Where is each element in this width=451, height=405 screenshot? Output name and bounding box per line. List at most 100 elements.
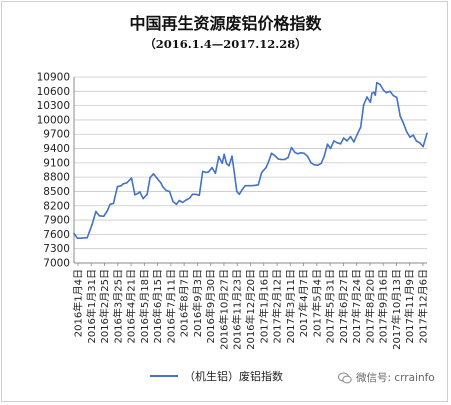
y-tick-label: 9400 xyxy=(43,143,70,155)
data-point xyxy=(320,162,323,165)
data-point xyxy=(251,184,253,187)
data-point xyxy=(270,152,273,155)
data-point xyxy=(274,154,276,157)
data-point xyxy=(116,185,119,188)
x-tick-label: 2017年4月7日 xyxy=(297,269,310,337)
x-tick-label: 2016年1月4日 xyxy=(72,269,85,337)
y-tick-label: 10600 xyxy=(37,86,70,98)
data-point xyxy=(376,81,378,84)
data-point xyxy=(86,236,88,239)
chart-legend: （机生铝）废铝指数 xyxy=(150,368,283,384)
x-tick-label: 2016年3月25日 xyxy=(111,269,124,344)
data-point xyxy=(409,136,411,138)
data-point xyxy=(392,94,395,97)
data-point xyxy=(342,137,345,139)
data-point xyxy=(168,190,171,193)
data-point xyxy=(396,96,398,99)
data-point xyxy=(149,176,151,179)
data-point xyxy=(346,140,348,142)
data-point xyxy=(317,164,319,166)
data-point xyxy=(161,185,164,188)
data-point xyxy=(336,142,339,144)
x-tick-label: 2017年7月24日 xyxy=(350,269,363,344)
data-point xyxy=(223,153,225,156)
data-point xyxy=(362,104,365,106)
data-point xyxy=(333,140,335,142)
data-point xyxy=(254,184,257,187)
x-tick-label: 2017年3月11日 xyxy=(284,269,297,344)
x-tick-label: 2017年11月9日 xyxy=(403,269,416,344)
data-point xyxy=(201,170,204,173)
data-point xyxy=(106,210,108,212)
data-point xyxy=(221,162,223,165)
x-tick-label: 2017年2月12日 xyxy=(271,269,284,344)
x-tick-label: 2016年2月25日 xyxy=(98,269,111,344)
x-tick-label: 2016年9月30日 xyxy=(204,269,217,344)
data-point xyxy=(233,172,236,175)
data-point xyxy=(156,177,158,179)
data-point xyxy=(73,232,75,235)
data-point xyxy=(303,152,305,155)
data-point xyxy=(228,164,230,167)
data-point xyxy=(236,190,238,193)
data-point xyxy=(265,166,267,169)
data-point xyxy=(389,90,391,93)
data-point xyxy=(76,237,79,239)
data-point xyxy=(218,155,220,158)
data-point xyxy=(134,194,136,196)
watermark-text: 微信号: crrainfo xyxy=(356,372,435,384)
data-point xyxy=(191,193,194,196)
legend-label: （机生铝）废铝指数 xyxy=(184,370,283,383)
x-tick-label: 2016年4月21日 xyxy=(125,269,138,344)
data-point xyxy=(125,182,128,184)
x-tick-label: 2017年12月6日 xyxy=(417,269,430,344)
data-point xyxy=(102,215,105,218)
x-tick-label: 2017年6月27日 xyxy=(337,269,350,344)
data-point xyxy=(120,184,123,187)
data-point xyxy=(297,153,299,155)
y-tick-label: 7900 xyxy=(43,215,70,227)
x-tick-label: 2016年10月27日 xyxy=(217,269,230,350)
wechat-icon xyxy=(338,372,352,383)
data-point xyxy=(277,158,280,160)
data-point xyxy=(379,83,382,86)
y-tick-label: 10300 xyxy=(37,100,70,112)
y-tick-label: 10000 xyxy=(37,114,70,126)
chart-title: 中国再生资源废铝价格指数 xyxy=(129,14,322,33)
data-point xyxy=(359,126,362,128)
data-point xyxy=(399,115,402,117)
data-point xyxy=(142,197,144,200)
data-point xyxy=(369,101,372,104)
data-point xyxy=(415,140,418,142)
y-tick-label: 9100 xyxy=(43,157,70,169)
data-point xyxy=(356,133,359,135)
data-point xyxy=(382,89,385,92)
x-tick-label: 2016年11月23日 xyxy=(231,269,244,350)
y-tick-label: 8800 xyxy=(43,172,70,184)
data-point xyxy=(267,161,270,163)
y-tick-label: 8200 xyxy=(43,200,70,212)
data-point xyxy=(204,171,207,174)
data-point xyxy=(241,188,243,191)
data-point xyxy=(374,94,377,96)
x-tick-label: 2017年1月16日 xyxy=(257,269,270,344)
data-point xyxy=(385,91,388,94)
x-tick-label: 2016年5月18日 xyxy=(138,269,151,344)
data-point xyxy=(422,145,424,148)
data-point xyxy=(260,171,263,174)
data-point xyxy=(280,158,283,161)
data-point xyxy=(287,156,289,159)
data-point xyxy=(225,163,228,165)
x-tick-label: 2016年9月3日 xyxy=(191,269,204,337)
data-point xyxy=(178,199,181,202)
data-point xyxy=(172,200,174,203)
data-point xyxy=(112,202,115,205)
data-point xyxy=(231,155,233,157)
data-point xyxy=(214,172,217,175)
data-point xyxy=(418,142,421,144)
x-tick-label: 2016年7月11日 xyxy=(164,269,177,344)
data-point xyxy=(247,184,250,187)
y-tick-label: 7300 xyxy=(43,243,70,255)
x-tick-label: 2016年12月20日 xyxy=(244,269,257,350)
data-point xyxy=(211,166,213,169)
